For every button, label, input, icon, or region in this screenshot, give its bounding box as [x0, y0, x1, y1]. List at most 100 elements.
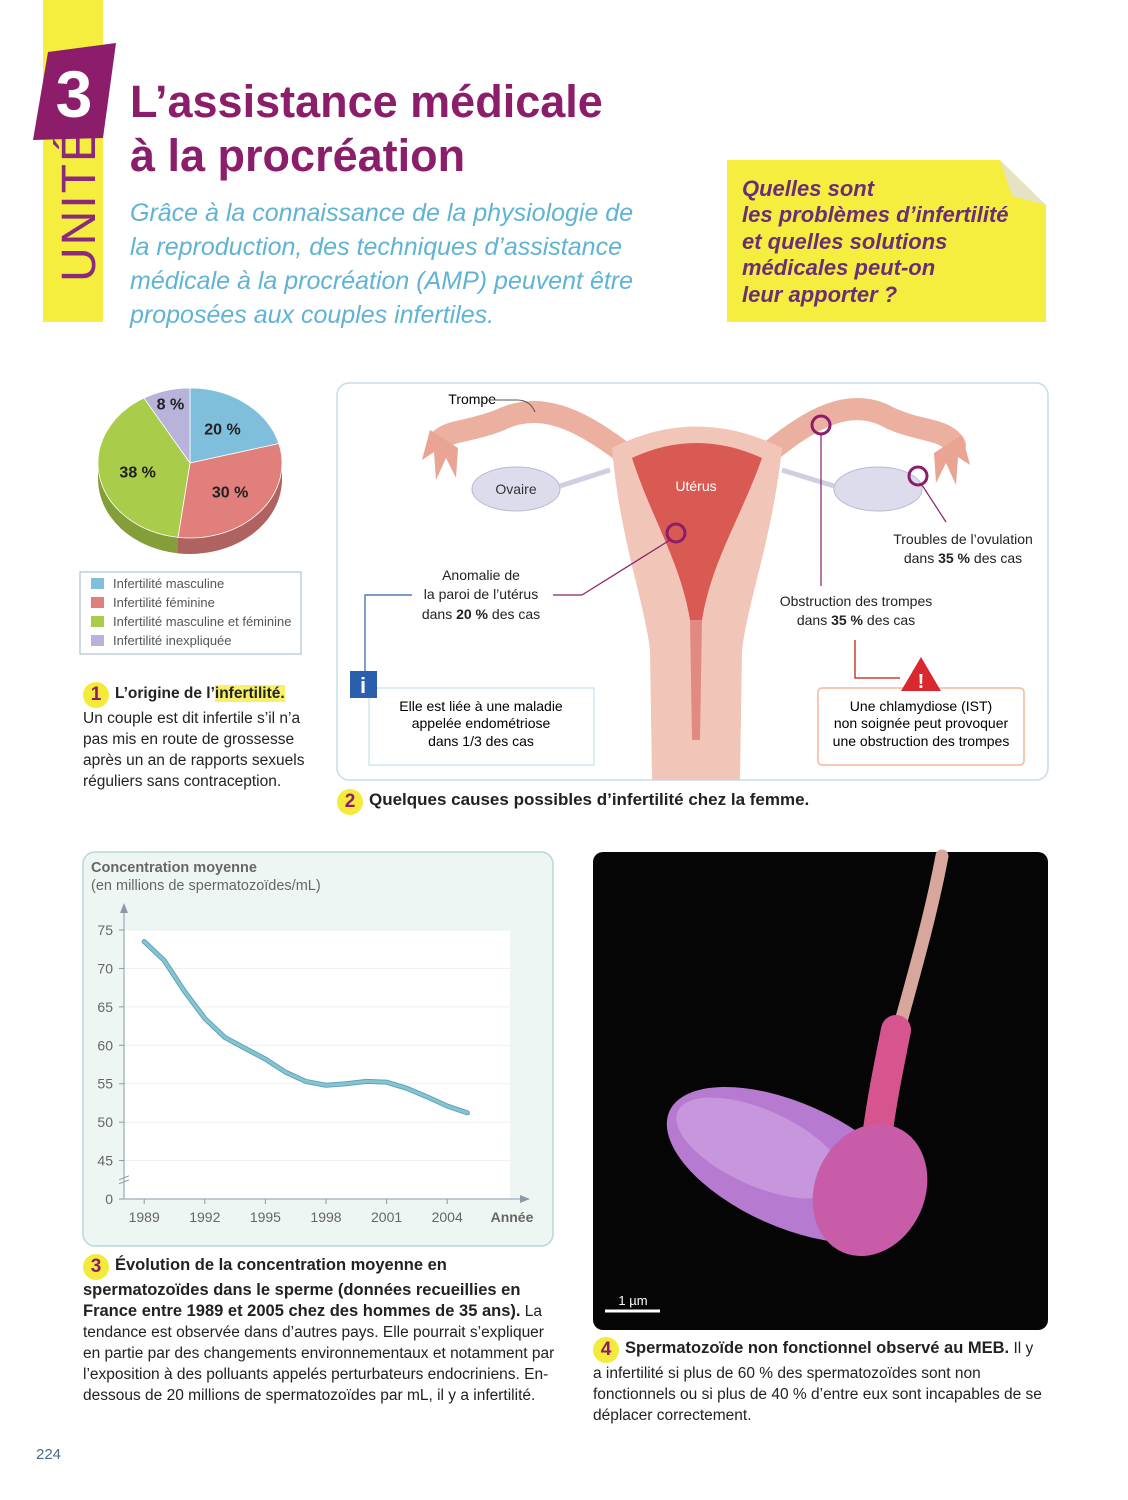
anomaly-label: Anomalie de [442, 567, 520, 583]
legend-label: Infertilité féminine [113, 595, 215, 610]
warning-icon-shape [901, 657, 941, 691]
pie-value-label: 8 % [157, 397, 185, 414]
marker-circle [665, 522, 687, 544]
x-axis-label: Année [491, 1209, 534, 1225]
x-tick-label: 1992 [189, 1209, 220, 1225]
leader-line [921, 484, 947, 523]
warning-icon: ! [918, 671, 925, 693]
x-tick-label: 1989 [129, 1209, 160, 1225]
legend-swatch [91, 597, 104, 608]
caption-title: Spermatozoïde non fonctionnel observé au… [625, 1339, 1010, 1357]
title: à la procréation [130, 130, 465, 181]
fimbriae [934, 435, 970, 485]
doc4-caption: 4 Spermatozoïde non fonctionnel observé a… [593, 1337, 1043, 1426]
info-text: appelée endométriose [412, 715, 551, 731]
question-box [727, 160, 1046, 322]
caption-title: Quelques causes possibles d’infertilité … [369, 790, 810, 809]
doc-number: 1 [83, 682, 109, 708]
axis-break [118, 1175, 130, 1185]
y-tick-label: 45 [97, 1153, 113, 1169]
legend-label: Infertilité inexpliquée [113, 633, 232, 648]
y-tick-label: 55 [97, 1076, 113, 1092]
percent: 20 % [456, 606, 488, 622]
y-tick-label: 0 [105, 1191, 113, 1207]
text: des cas [492, 606, 540, 622]
question: leur apporter ? [742, 282, 897, 307]
caption-title: L’origine de l’ [115, 685, 215, 702]
pie-slice [189, 387, 280, 464]
cervical-canal [690, 620, 702, 740]
pie-value-label: 30 % [212, 485, 248, 502]
x-tick-label: 1998 [310, 1209, 341, 1225]
legend-swatch [91, 578, 104, 589]
doc-number: 3 [83, 1254, 109, 1280]
question: médicales peut-on [742, 255, 935, 280]
percent: 35 % [831, 612, 863, 628]
fimbriae [422, 430, 458, 480]
ovulation-label: dans 35 % des cas [904, 550, 1022, 566]
leader-line [487, 399, 536, 413]
label-uterus: Utérus [675, 478, 716, 494]
midpiece [863, 1015, 911, 1145]
info-text: dans 1/3 des cas [428, 733, 534, 749]
pie-side [177, 463, 282, 554]
chart-subtitle: (en millions de spermatozoïdes/mL) [91, 878, 321, 894]
pie-slice [97, 397, 191, 538]
head-highlight [676, 1097, 844, 1199]
doc-number: 2 [337, 789, 363, 815]
label-ovaire: Ovaire [495, 481, 536, 497]
y-tick-label: 75 [97, 922, 113, 938]
anomaly-label: dans 20 % des cas [422, 606, 540, 622]
x-axis-arrow [520, 1195, 530, 1203]
pie-slice [143, 387, 191, 465]
warning-text: Une chlamydiose (IST) [850, 698, 992, 714]
legend-swatch [91, 635, 104, 646]
question: Quelles sont [742, 176, 876, 201]
sperm-image [666, 849, 949, 1257]
ovary [833, 466, 923, 512]
legend-label: Infertilité masculine [113, 576, 224, 591]
obstruction-label: Obstruction des trompes [780, 593, 933, 609]
head-cap [812, 1123, 928, 1257]
caption-text: Un couple est dit infertile s’il n’a pas… [83, 710, 305, 790]
legend-box [79, 571, 302, 655]
y-tick-label: 65 [97, 999, 113, 1015]
doc1-caption: 1 L’origine de l’infertilité. Un couple e… [83, 682, 305, 792]
doc2-caption: 2 Quelques causes possibles d’infertilité… [337, 789, 1048, 815]
doc3-caption: 3 Évolution de la concentration moyenne e… [83, 1254, 557, 1406]
text: des cas [974, 550, 1022, 566]
warning-text: non soignée peut provoquer [834, 715, 1009, 731]
y-tick-label: 70 [97, 960, 113, 976]
title: L’assistance médicale [130, 76, 603, 127]
legend-label: Infertilité masculine et féminine [113, 614, 291, 629]
pie-slice [177, 443, 283, 539]
plot-area [124, 930, 510, 1199]
text: dans [797, 612, 827, 628]
leader-line [581, 539, 671, 596]
y-tick-label: 60 [97, 1037, 113, 1053]
question: les problèmes d’infertilité [742, 202, 1009, 227]
ovary [471, 466, 561, 512]
page-number: 224 [36, 1446, 62, 1463]
photo-frame [593, 852, 1048, 1330]
label-trompe: Trompe [448, 391, 496, 407]
text: dans [904, 550, 934, 566]
pie-value-label: 38 % [119, 464, 155, 481]
text: dans [422, 606, 452, 622]
doc-number: 4 [593, 1337, 619, 1363]
ovulation-label: Troubles de l’ovulation [893, 531, 1033, 547]
leader-line [364, 594, 412, 672]
caption-title: Évolution de la concentration moyenne en… [83, 1256, 521, 1320]
unit-number: 3 [56, 57, 93, 131]
ligament [559, 467, 611, 489]
pie-value-label: 20 % [204, 421, 240, 438]
scale-label: 1 µm [618, 1293, 647, 1308]
info-box [368, 687, 595, 766]
intro: médicale à la procréation (AMP) peuvent … [130, 267, 633, 295]
page-fold [1000, 160, 1046, 205]
ligament [781, 467, 835, 489]
uterine-cavity [632, 443, 762, 620]
data-line [142, 940, 469, 1115]
intro: Grâce à la connaissance de la physiologi… [130, 199, 633, 227]
